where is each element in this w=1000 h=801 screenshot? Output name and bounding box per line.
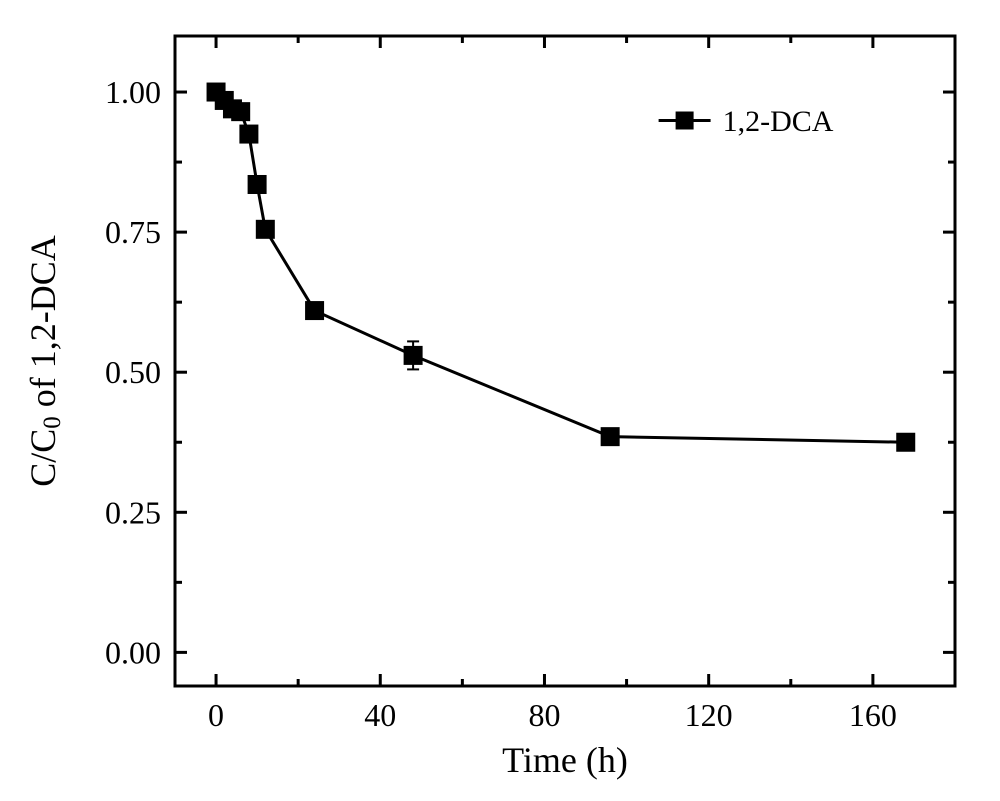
data-marker <box>897 433 915 451</box>
x-axis-label: Time (h) <box>502 740 628 780</box>
data-marker <box>248 175 266 193</box>
data-marker <box>256 220 274 238</box>
degradation-chart: 0 40 80 120 160 0.00 0.25 0.50 0.75 1.00 Time (h) C… <box>0 0 1000 801</box>
y-tick-label: 0.50 <box>105 354 161 390</box>
data-marker <box>601 428 619 446</box>
data-marker <box>306 302 324 320</box>
data-marker <box>240 125 258 143</box>
legend-label: 1,2-DCA <box>723 105 834 138</box>
x-tick-label: 120 <box>685 697 733 733</box>
x-tick-label: 80 <box>528 697 560 733</box>
y-tick-label: 0.25 <box>105 494 161 530</box>
data-marker <box>232 103 250 121</box>
y-tick-label: 0.00 <box>105 634 161 670</box>
x-tick-label: 160 <box>849 697 897 733</box>
data-marker <box>404 346 422 364</box>
y-tick-label: 1.00 <box>105 74 161 110</box>
y-axis-label: C/C0 of 1,2-DCA <box>23 235 66 487</box>
y-tick-label: 0.75 <box>105 214 161 250</box>
x-tick-label: 0 <box>208 697 224 733</box>
chart-container: 0 40 80 120 160 0.00 0.25 0.50 0.75 1.00 Time (h) C… <box>0 0 1000 801</box>
x-tick-label: 40 <box>364 697 396 733</box>
